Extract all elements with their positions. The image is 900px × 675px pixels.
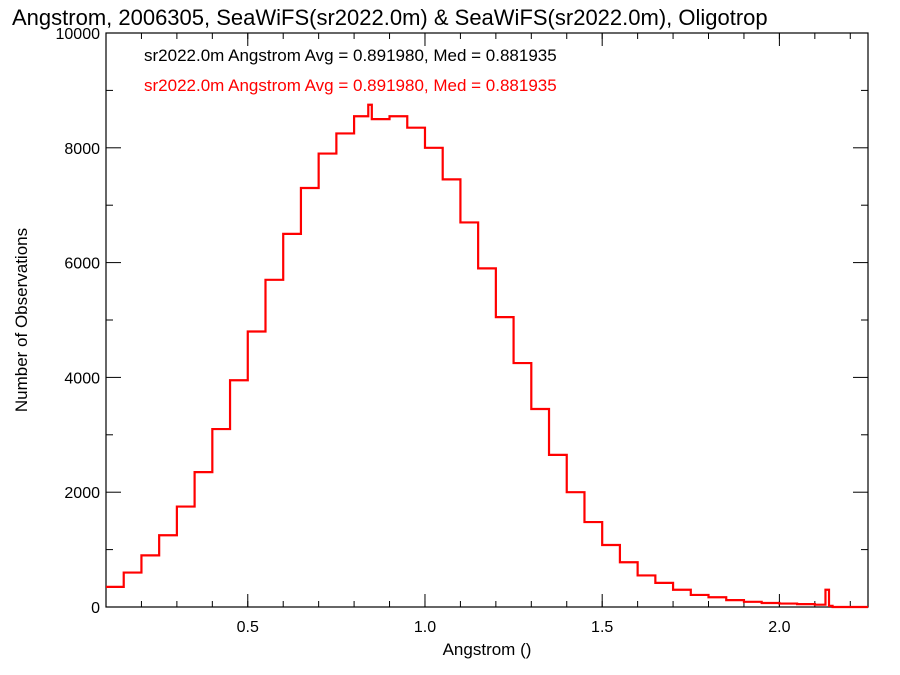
y-tick-label: 10000 [56, 26, 101, 43]
plot-frame [105, 32, 869, 608]
x-axis-label: Angstrom () [443, 640, 532, 659]
x-tick-label: 2.0 [768, 619, 790, 636]
series-group [106, 103, 868, 609]
y-tick-label: 0 [91, 600, 100, 617]
x-tick-label: 1.5 [591, 619, 613, 636]
x-tick-label: 0.5 [237, 619, 259, 636]
legend-entry-red: sr2022.0m Angstrom Avg = 0.891980, Med =… [144, 76, 557, 95]
x-tick-label: 1.0 [414, 619, 436, 636]
y-tick-label: 6000 [64, 256, 100, 273]
y-tick-label: 8000 [64, 141, 100, 158]
y-axis-ticks: 0 2000 4000 6000 8000 10000 [56, 26, 868, 617]
series-line-0 [106, 103, 868, 609]
y-tick-label: 4000 [64, 370, 100, 387]
y-axis-label: Number of Observations [12, 228, 31, 412]
legend-entry-black: sr2022.0m Angstrom Avg = 0.891980, Med =… [144, 46, 557, 65]
x-axis-ticks: 0.5 1.0 1.5 2.0 [105, 33, 851, 636]
y-tick-label: 2000 [64, 485, 100, 502]
chart-title: Angstrom, 2006305, SeaWiFS(sr2022.0m) & … [12, 5, 768, 30]
